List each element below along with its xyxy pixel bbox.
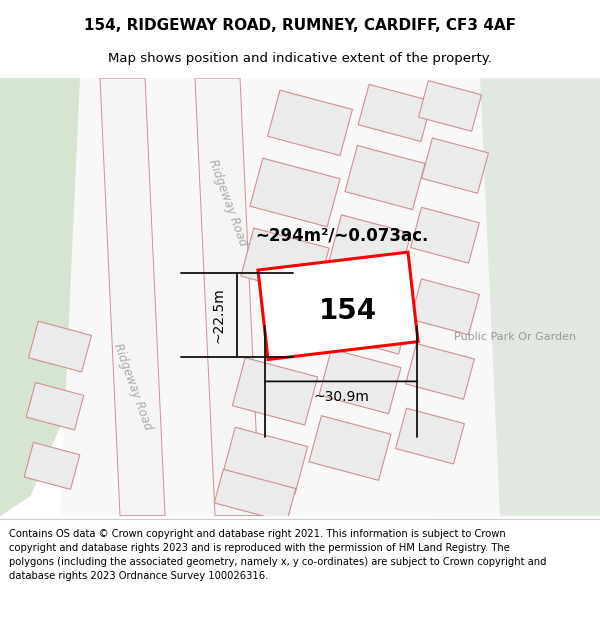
Text: 154, RIDGEWAY ROAD, RUMNEY, CARDIFF, CF3 4AF: 154, RIDGEWAY ROAD, RUMNEY, CARDIFF, CF3… — [84, 18, 516, 32]
Polygon shape — [419, 81, 481, 131]
Polygon shape — [329, 289, 411, 354]
Polygon shape — [0, 78, 130, 516]
Polygon shape — [60, 78, 500, 516]
Text: Contains OS data © Crown copyright and database right 2021. This information is : Contains OS data © Crown copyright and d… — [9, 529, 547, 581]
Polygon shape — [410, 208, 479, 263]
Polygon shape — [406, 344, 475, 399]
Polygon shape — [329, 215, 411, 279]
Text: Ridgeway Road: Ridgeway Road — [111, 341, 155, 431]
Polygon shape — [319, 349, 401, 414]
Polygon shape — [24, 442, 80, 489]
Polygon shape — [410, 279, 479, 335]
Text: Map shows position and indicative extent of the property.: Map shows position and indicative extent… — [108, 52, 492, 65]
Polygon shape — [345, 146, 425, 209]
Polygon shape — [214, 469, 296, 522]
Text: 154: 154 — [319, 297, 377, 325]
Polygon shape — [26, 382, 84, 430]
Polygon shape — [195, 78, 260, 516]
Polygon shape — [100, 78, 165, 516]
Polygon shape — [422, 138, 488, 193]
Text: ~30.9m: ~30.9m — [313, 390, 369, 404]
Polygon shape — [258, 252, 418, 359]
Polygon shape — [0, 78, 154, 162]
Polygon shape — [223, 428, 308, 494]
Polygon shape — [241, 228, 329, 296]
Polygon shape — [250, 158, 340, 227]
Text: ~22.5m: ~22.5m — [212, 287, 226, 342]
Polygon shape — [268, 90, 352, 156]
Polygon shape — [395, 408, 464, 464]
Polygon shape — [232, 357, 317, 425]
Polygon shape — [370, 78, 600, 516]
Text: ~294m²/~0.073ac.: ~294m²/~0.073ac. — [255, 226, 428, 244]
Polygon shape — [358, 84, 432, 141]
Polygon shape — [29, 321, 91, 372]
Text: Public Park Or Garden: Public Park Or Garden — [454, 332, 576, 342]
Polygon shape — [309, 416, 391, 481]
Text: Ridgeway Road: Ridgeway Road — [206, 158, 250, 248]
